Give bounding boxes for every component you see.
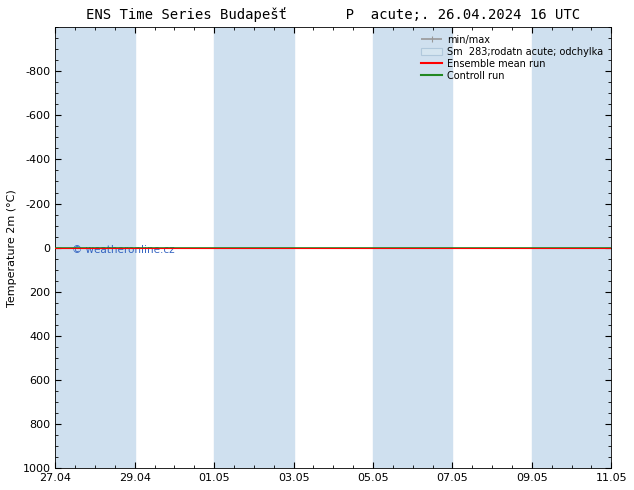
Bar	[55, 27, 135, 468]
Title: ENS Time Series Budapešť       P  acute;. 26.04.2024 16 UTC: ENS Time Series Budapešť P acute;. 26.04…	[86, 7, 580, 22]
Bar	[532, 27, 611, 468]
Y-axis label: Temperature 2m (°C): Temperature 2m (°C)	[7, 189, 17, 307]
Bar	[214, 27, 294, 468]
Bar	[373, 27, 453, 468]
Text: © weatheronline.cz: © weatheronline.cz	[72, 245, 174, 255]
Legend: min/max, Sm  283;rodatn acute; odchylka, Ensemble mean run, Controll run: min/max, Sm 283;rodatn acute; odchylka, …	[418, 32, 606, 84]
